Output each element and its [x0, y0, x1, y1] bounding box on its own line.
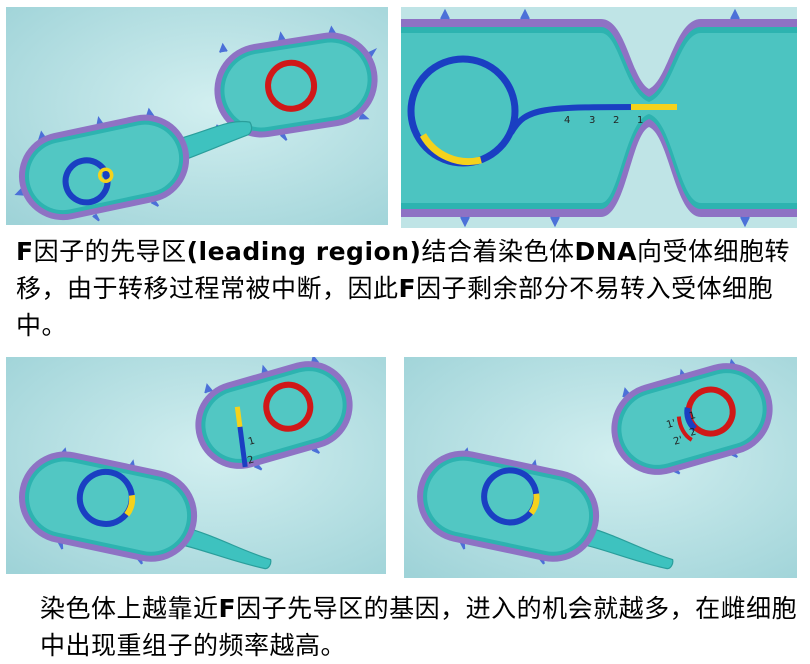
gene-label: 2': [672, 435, 684, 448]
panel-genes-entered: 1 2: [6, 357, 386, 574]
caption-dna: DNA: [574, 237, 637, 266]
caption-top: F因子的先导区(leading region)结合着染色体DNA向受体细胞转移，…: [16, 233, 806, 344]
transferred-fragment: [237, 426, 248, 468]
caption-text: 因子的先导区: [33, 237, 187, 266]
caption-leading-region: (leading region): [186, 237, 422, 266]
donor-cell: [19, 447, 272, 570]
gene-label: 1: [637, 115, 643, 126]
caption-text: 结合着染色体: [421, 237, 575, 266]
gene-label: 2: [246, 454, 255, 466]
caption-bottom: 染色体上越靠近F因子先导区的基因，进入的机会就越多，在雌细胞中出现重组子的频率越…: [40, 590, 800, 664]
gene-label: 1': [665, 418, 677, 431]
sex-pilus: [580, 526, 674, 570]
recipient-cell: 1' 2' 2 1: [611, 358, 773, 475]
donor-cell: [14, 107, 253, 222]
caption-text: 因子剩余部分不易转入受体细胞中。: [16, 274, 774, 340]
f-factor: [97, 167, 114, 183]
caption-f: F: [16, 237, 34, 266]
plasmid-ring: [265, 59, 318, 112]
recipient-cell: [214, 25, 378, 141]
gene-label: 1: [688, 410, 697, 422]
sex-pilus: [171, 120, 253, 163]
diagram-panel-2: 4 3 2 1: [401, 7, 797, 228]
diagram-panel-1: [6, 7, 388, 225]
caption-text: 因子先导区的基因，进入的机会就越多，在雌细胞中出现重组子的频率越高。: [40, 594, 798, 660]
gene-label: 2: [613, 115, 619, 126]
gene-label: 1: [247, 436, 256, 448]
caption-f: F: [398, 274, 417, 303]
panel-conjugation-start: [6, 7, 388, 225]
panel-recombination: 1' 2' 2 1: [404, 357, 797, 578]
gene-label: 4: [564, 115, 570, 126]
transferring-strand: [508, 104, 652, 135]
f-factor-segment: [419, 133, 482, 166]
diagram-panel-3: 1 2: [6, 357, 386, 574]
caption-text: 染色体上越靠近: [40, 594, 219, 623]
sex-pilus: [175, 525, 272, 570]
diagram-panel-4: 1' 2' 2 1: [404, 357, 797, 578]
gene-label: 2: [688, 427, 697, 439]
displaced-fragment: [676, 416, 693, 442]
gene-label: 3: [589, 115, 595, 126]
panel-dna-transfer: 4 3 2 1: [401, 7, 797, 228]
plasmid-ring: [263, 381, 314, 432]
donor-cell: [417, 447, 674, 570]
recipient-cell: 1 2: [195, 357, 353, 471]
f-factor-segment: [124, 494, 136, 517]
caption-text: 向受体细胞转移，由于转移过程常被中断，因此: [16, 237, 790, 303]
caption-f: F: [218, 594, 237, 623]
recombined-segment: [684, 407, 697, 431]
f-factor-segment: [528, 493, 540, 515]
